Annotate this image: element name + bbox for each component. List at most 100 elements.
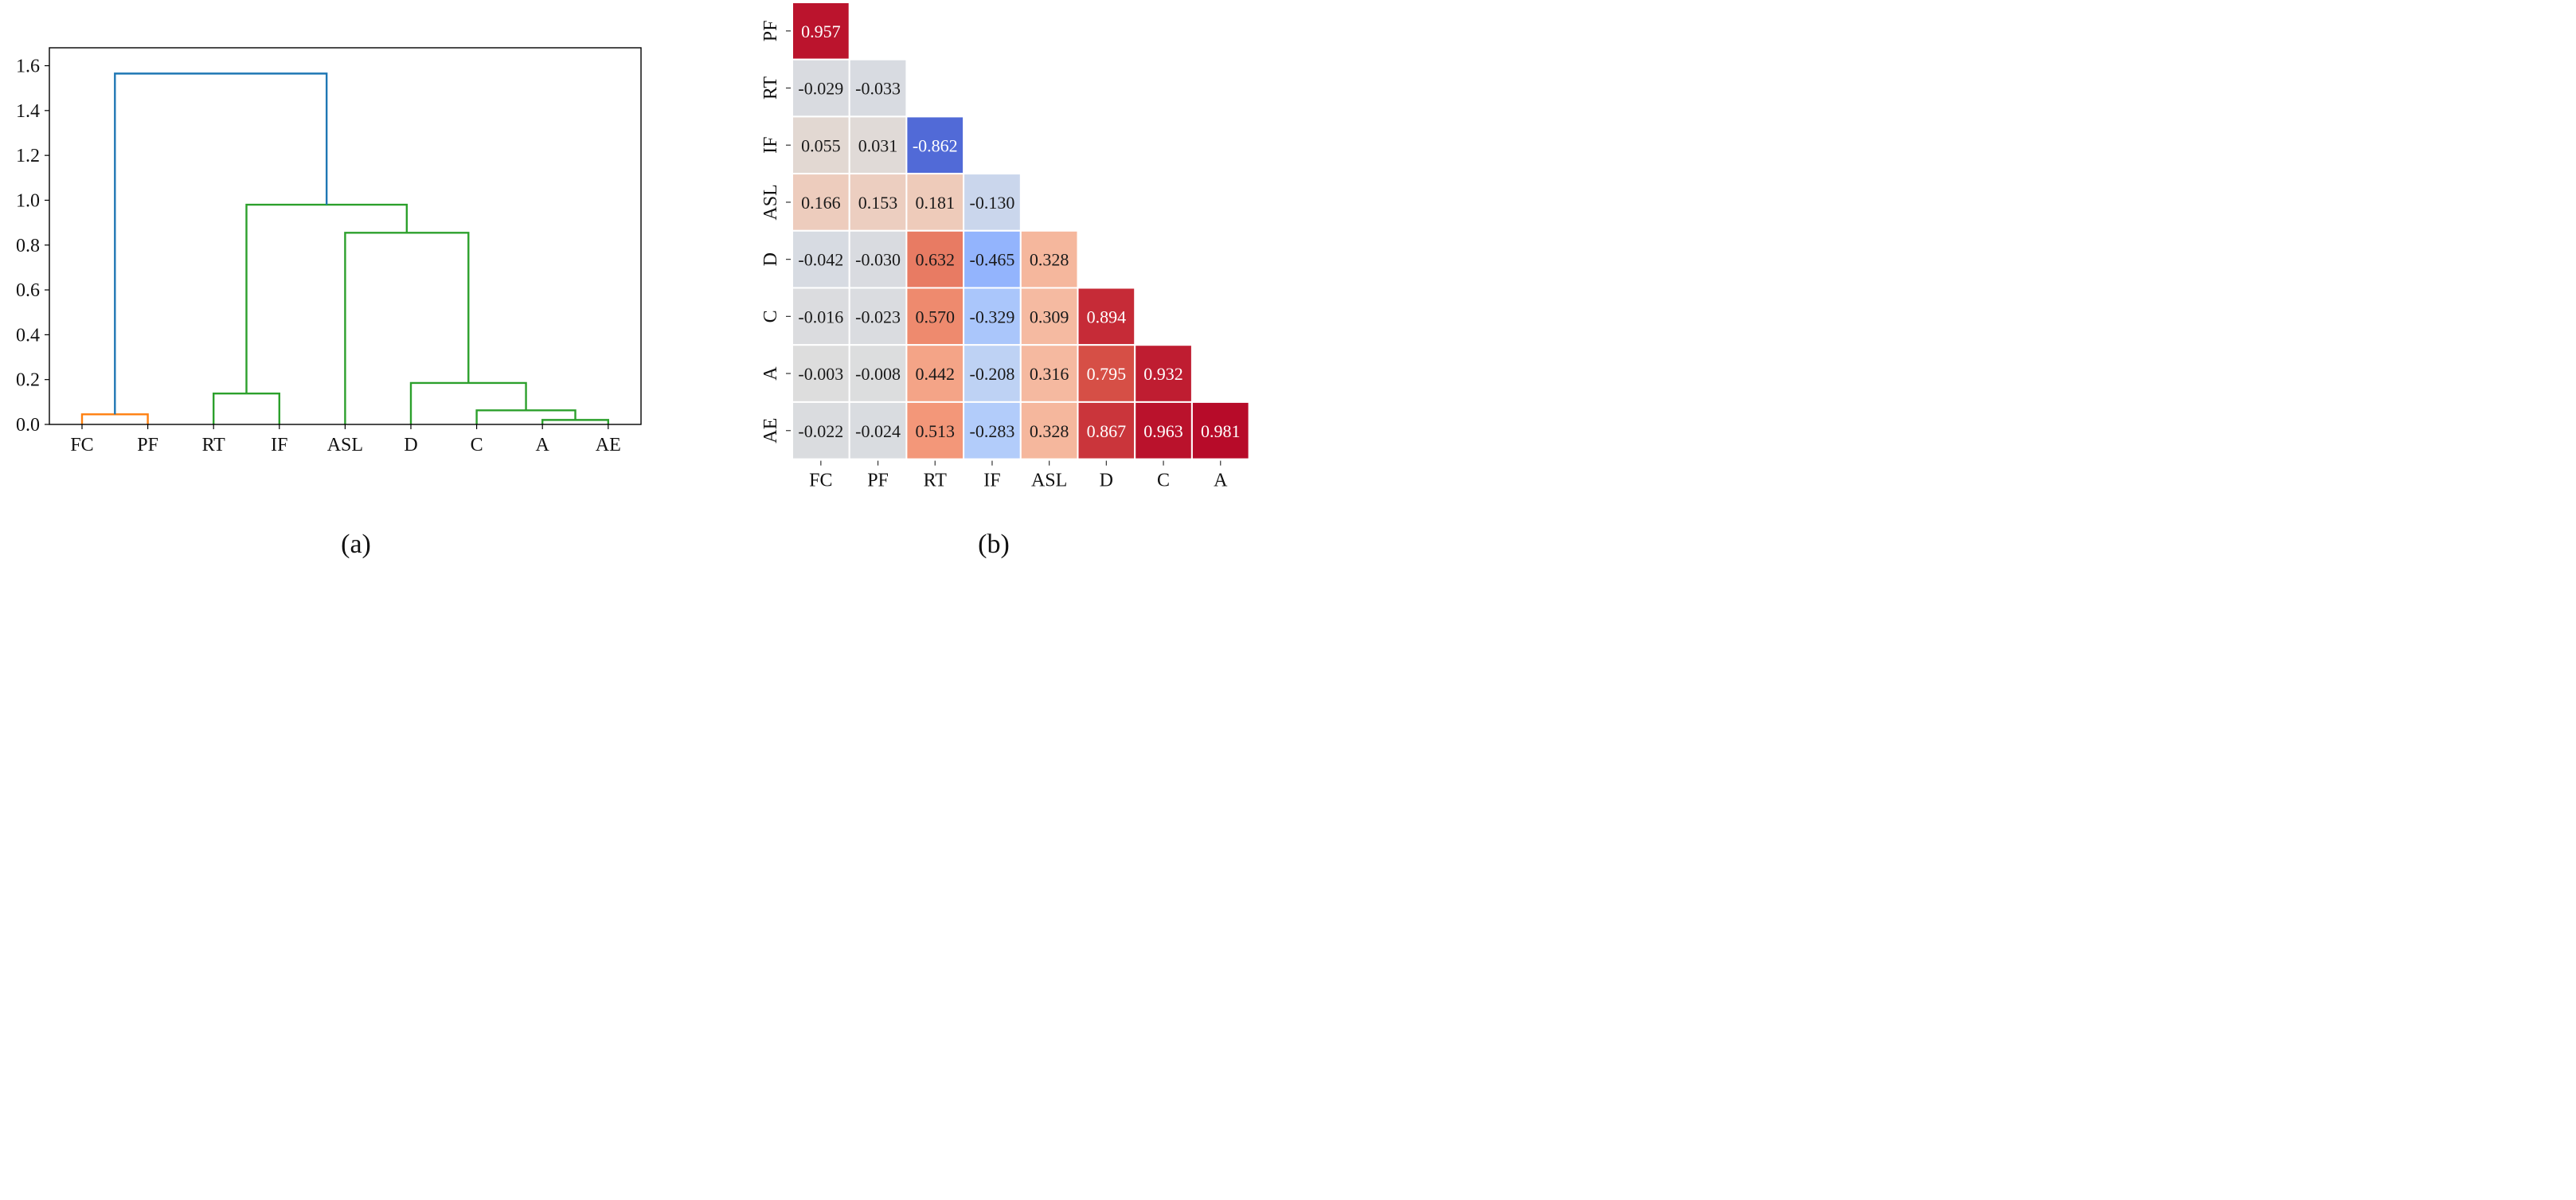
heatmap-cell bbox=[905, 173, 965, 232]
heatmap-cell bbox=[1190, 401, 1249, 460]
dendrogram-leaf-label: C bbox=[471, 435, 483, 455]
dendrogram-link bbox=[80, 413, 149, 424]
heatmap-cell-value: 0.632 bbox=[916, 250, 956, 270]
heatmap-col-label: IF bbox=[983, 471, 1000, 491]
heatmap-cell-value: 0.894 bbox=[1087, 307, 1127, 326]
dendrogram-y-tick-label: 0.6 bbox=[16, 280, 40, 301]
heatmap-cell-value: -0.465 bbox=[970, 250, 1015, 270]
heatmap-col-label: C bbox=[1157, 471, 1170, 491]
dendrogram-leaf-label: ASL bbox=[327, 435, 363, 455]
heatmap-cell bbox=[848, 229, 908, 289]
dendrogram-y-tick-label: 0.8 bbox=[16, 236, 40, 256]
heatmap-row-label: D bbox=[760, 252, 781, 266]
heatmap-col-label: A bbox=[1214, 471, 1228, 491]
dendrogram-link bbox=[213, 392, 280, 424]
dendrogram-leaf-label: PF bbox=[137, 435, 158, 455]
heatmap-cell bbox=[963, 173, 1022, 232]
heatmap-cell-value: 0.795 bbox=[1087, 364, 1127, 384]
heatmap-row-label: PF bbox=[760, 20, 781, 41]
heatmap-cell bbox=[848, 58, 908, 118]
heatmap-cell-value: 0.328 bbox=[1030, 421, 1069, 441]
heatmap-col-label: D bbox=[1100, 471, 1113, 491]
heatmap-cell-value: -0.016 bbox=[798, 307, 843, 326]
heatmap-row-label: C bbox=[760, 310, 781, 322]
heatmap-col-label: FC bbox=[809, 471, 832, 491]
correlation-heatmap-panel: 0.957 -0.029 -0.033 0.055 0.031 -0.862 0.166 0.… bbox=[760, 2, 1249, 491]
heatmap-cell bbox=[905, 115, 965, 175]
heatmap-row-label: AE bbox=[760, 418, 781, 444]
heatmap-cell bbox=[963, 229, 1022, 289]
heatmap-cell bbox=[1019, 287, 1079, 346]
heatmap-cell bbox=[1134, 401, 1193, 460]
heatmap-row-label: A bbox=[760, 366, 781, 381]
heatmap-cell bbox=[905, 229, 965, 289]
panel-label-a: (a) bbox=[341, 530, 371, 559]
dendrogram-x-ticks: FC PF RT IF ASL D C A AE bbox=[70, 424, 621, 455]
heatmap-col-label: RT bbox=[924, 471, 948, 491]
heatmap-cell bbox=[905, 401, 965, 460]
heatmap-cell bbox=[963, 287, 1022, 346]
heatmap-cell bbox=[848, 115, 908, 175]
heatmap-cell-value: -0.023 bbox=[855, 307, 901, 326]
heatmap-row-label: ASL bbox=[760, 184, 781, 220]
heatmap-cell bbox=[792, 401, 850, 460]
dendrogram-y-tick-label: 1.2 bbox=[16, 146, 40, 166]
heatmap-cell-value: 0.867 bbox=[1087, 421, 1127, 441]
dendrogram-y-ticks: 0.0 0.2 0.4 0.6 0.8 1.0 1.2 1.4 1.6 bbox=[16, 57, 49, 436]
dendrogram-link bbox=[114, 72, 328, 415]
dendrogram-link bbox=[541, 419, 609, 424]
heatmap-cell-value: 0.513 bbox=[916, 421, 956, 441]
heatmap-row-label: RT bbox=[760, 76, 781, 100]
heatmap-cell-value: -0.029 bbox=[798, 79, 843, 99]
heatmap-cell-value: 0.963 bbox=[1143, 421, 1183, 441]
heatmap-cell-value: 0.309 bbox=[1030, 307, 1069, 326]
heatmap-cells: 0.957 -0.029 -0.033 0.055 0.031 -0.862 0.166 0.… bbox=[792, 2, 1249, 460]
heatmap-cell bbox=[1077, 287, 1136, 346]
dendrogram-leaf-label: FC bbox=[70, 435, 93, 455]
heatmap-cell-value: 0.181 bbox=[916, 193, 956, 213]
heatmap-cell bbox=[963, 344, 1022, 403]
heatmap-cell bbox=[1019, 229, 1079, 289]
heatmap-cell-value: -0.008 bbox=[855, 364, 901, 384]
dendrogram-leaf-label: IF bbox=[271, 435, 287, 455]
heatmap-row-labels: PF RT IF ASL D C A AE bbox=[760, 20, 791, 444]
heatmap-cell-value: 0.570 bbox=[916, 307, 956, 326]
dendrogram-leaf-label: A bbox=[536, 435, 550, 455]
dendrogram-link bbox=[409, 381, 527, 424]
dendrogram-link bbox=[344, 232, 470, 424]
dendrogram-leaf-label: D bbox=[404, 435, 417, 455]
panel-label-b: (b) bbox=[978, 530, 1010, 559]
heatmap-cell-value: -0.283 bbox=[970, 421, 1015, 441]
heatmap-cell-value: -0.329 bbox=[970, 307, 1015, 326]
heatmap-cell bbox=[792, 115, 850, 175]
heatmap-cell bbox=[1077, 344, 1136, 403]
heatmap-cell bbox=[1077, 401, 1136, 460]
heatmap-cell-value: -0.042 bbox=[798, 250, 843, 270]
heatmap-cell-value: 0.328 bbox=[1030, 250, 1069, 270]
heatmap-cell bbox=[1134, 344, 1193, 403]
heatmap-cell-value: 0.442 bbox=[916, 364, 956, 384]
heatmap-cell bbox=[792, 344, 850, 403]
dendrogram-links bbox=[80, 72, 609, 424]
heatmap-cell-value: 0.981 bbox=[1201, 421, 1241, 441]
heatmap-cell-value: 0.932 bbox=[1143, 364, 1183, 384]
dendrogram-y-tick-label: 0.2 bbox=[16, 370, 40, 391]
dendrogram-y-tick-label: 1.6 bbox=[16, 57, 40, 77]
heatmap-cell bbox=[848, 287, 908, 346]
heatmap-cell bbox=[1019, 401, 1079, 460]
heatmap-cell bbox=[792, 229, 850, 289]
heatmap-cell-value: -0.130 bbox=[970, 193, 1015, 213]
heatmap-cell-value: 0.153 bbox=[858, 193, 898, 213]
heatmap-cell bbox=[848, 173, 908, 232]
dendrogram-leaf-label: AE bbox=[596, 435, 621, 455]
heatmap-col-label: PF bbox=[867, 471, 889, 491]
figure: 0.0 0.2 0.4 0.6 0.8 1.0 1.2 1.4 1.6 FC PF RT IF ASL D… bbox=[16, 2, 1249, 559]
dendrogram-link bbox=[475, 409, 577, 424]
heatmap-cell-value: -0.208 bbox=[970, 364, 1015, 384]
heatmap-cell-value: 0.316 bbox=[1030, 364, 1069, 384]
dendrogram-y-tick-label: 1.4 bbox=[16, 101, 40, 122]
dendrogram-y-tick-label: 0.4 bbox=[16, 325, 40, 346]
heatmap-cell-value: 0.055 bbox=[801, 135, 841, 155]
heatmap-row-label: IF bbox=[760, 137, 781, 154]
heatmap-cell bbox=[1019, 344, 1079, 403]
